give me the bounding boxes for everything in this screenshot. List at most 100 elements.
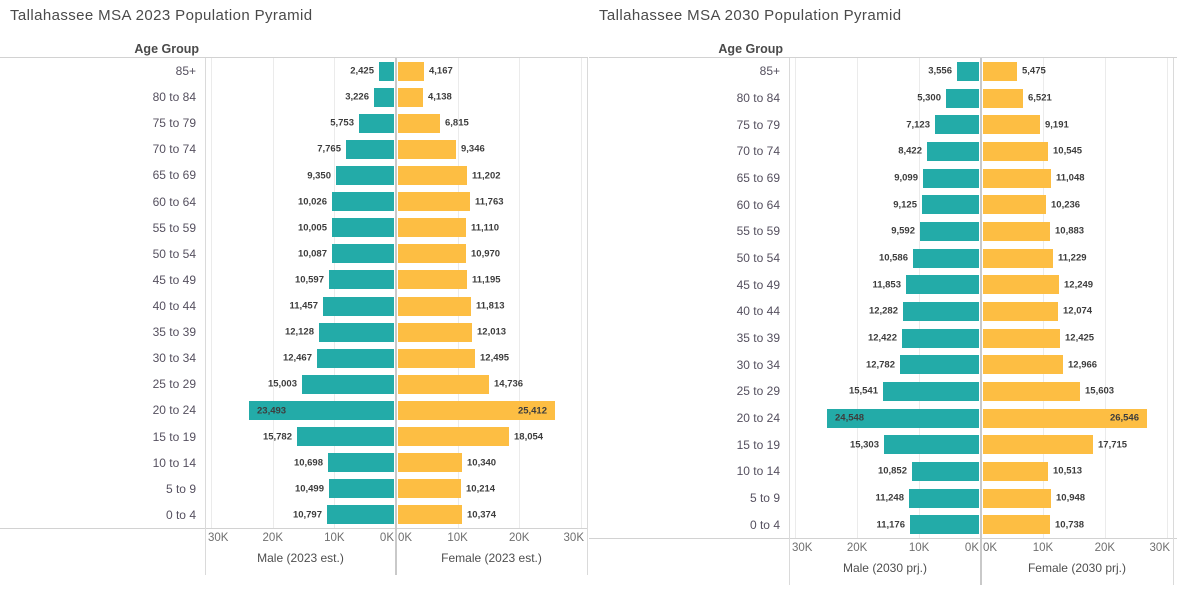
female-bar[interactable] — [398, 87, 423, 107]
male-bar[interactable] — [379, 61, 394, 81]
female-bar[interactable] — [398, 401, 555, 420]
male-bar[interactable] — [332, 192, 394, 212]
male-bar[interactable] — [900, 355, 979, 375]
bar-value-label: 12,782 — [865, 359, 895, 371]
male-axis-tick-30k: 30K — [208, 532, 229, 544]
female-bar[interactable] — [398, 139, 456, 159]
center-axis-line — [980, 58, 982, 585]
male-bar[interactable] — [927, 141, 979, 161]
male-bar[interactable] — [359, 113, 394, 133]
female-bar[interactable] — [398, 505, 462, 525]
bar-value-label: 6,521 — [1028, 92, 1052, 104]
bar-value-label: 11,176 — [876, 519, 905, 531]
female-bar[interactable] — [983, 355, 1063, 375]
male-bar[interactable] — [332, 244, 394, 264]
female-bar[interactable] — [983, 461, 1048, 481]
female-bar[interactable] — [983, 195, 1046, 215]
bar-value-label: 11,048 — [1056, 172, 1085, 184]
age-group-tick-label: 25 to 29 — [736, 384, 780, 399]
chart-2030-population-pyramid: Tallahassee MSA 2030 Population Pyramid … — [589, 0, 1177, 590]
female-bar[interactable] — [398, 374, 489, 394]
male-bar[interactable] — [903, 301, 979, 321]
male-bar[interactable] — [912, 461, 979, 481]
female-bar[interactable] — [398, 61, 424, 81]
age-group-tick-label: 35 to 39 — [736, 330, 780, 345]
gridline — [919, 58, 920, 538]
bar-value-label: 12,425 — [1065, 332, 1095, 344]
female-bar[interactable] — [398, 427, 509, 447]
male-bar[interactable] — [346, 139, 394, 159]
bar-value-label: 12,422 — [867, 332, 897, 344]
female-bar[interactable] — [983, 381, 1080, 401]
male-bar[interactable] — [906, 275, 979, 295]
male-bar[interactable] — [297, 427, 394, 447]
female-bar[interactable] — [983, 328, 1060, 348]
bar-value-label: 11,763 — [475, 196, 504, 208]
female-bar[interactable] — [398, 296, 471, 316]
male-bar[interactable] — [957, 61, 979, 81]
female-bar[interactable] — [983, 488, 1051, 508]
female-bar[interactable] — [398, 244, 466, 264]
male-bar[interactable] — [374, 87, 394, 107]
male-bar[interactable] — [249, 401, 394, 420]
female-bar[interactable] — [983, 515, 1050, 535]
female-bar[interactable] — [398, 322, 472, 342]
bar-value-label: 10,026 — [297, 196, 327, 208]
male-bar[interactable] — [317, 348, 394, 368]
female-bar[interactable] — [983, 115, 1040, 135]
male-bar[interactable] — [923, 168, 979, 188]
male-bar[interactable] — [336, 166, 394, 185]
male-bar[interactable] — [327, 505, 394, 525]
male-bar[interactable] — [323, 296, 394, 316]
male-bar[interactable] — [884, 435, 979, 455]
male-bar[interactable] — [935, 115, 979, 135]
female-bar[interactable] — [983, 408, 1147, 428]
female-bar[interactable] — [398, 166, 467, 185]
age-group-tick-label: 80 to 84 — [152, 90, 196, 105]
male-bar[interactable] — [302, 374, 394, 394]
female-bar[interactable] — [398, 192, 470, 212]
plot-left-border — [205, 58, 206, 575]
female-bar[interactable] — [398, 218, 466, 238]
age-group-tick-label: 85+ — [175, 64, 196, 79]
plot-right-border — [587, 58, 588, 575]
bar-value-label: 11,853 — [872, 279, 901, 291]
male-bar[interactable] — [902, 328, 979, 348]
male-bar[interactable] — [922, 195, 979, 215]
female-bar[interactable] — [983, 435, 1093, 455]
male-bar[interactable] — [329, 479, 394, 499]
bar-value-label: 4,167 — [429, 65, 453, 77]
bar-value-label: 15,782 — [262, 431, 292, 443]
male-bar[interactable] — [909, 488, 979, 508]
female-bar[interactable] — [983, 168, 1051, 188]
male-bar[interactable] — [328, 453, 394, 473]
age-group-tick-label: 75 to 79 — [152, 116, 196, 131]
male-bar[interactable] — [910, 515, 979, 535]
female-bar[interactable] — [983, 275, 1059, 295]
male-bar[interactable] — [946, 88, 979, 108]
age-group-tick-label: 0 to 4 — [749, 517, 780, 532]
male-bar[interactable] — [319, 322, 394, 342]
male-bar[interactable] — [332, 218, 394, 238]
female-bar[interactable] — [983, 301, 1058, 321]
male-bar[interactable] — [913, 248, 979, 268]
male-bar[interactable] — [827, 408, 979, 428]
male-bar[interactable] — [883, 381, 979, 401]
female-bar[interactable] — [398, 479, 461, 499]
bar-value-label: 5,753 — [330, 117, 354, 129]
male-bar[interactable] — [920, 221, 979, 241]
female-bar[interactable] — [983, 141, 1048, 161]
female-axis-tick-0k: 0K — [983, 542, 998, 554]
female-bar[interactable] — [983, 61, 1017, 81]
female-bar[interactable] — [398, 113, 440, 133]
female-bar[interactable] — [398, 270, 467, 290]
female-axis-tick-10k: 10K — [1032, 542, 1054, 554]
bar-value-label: 10,214 — [466, 483, 496, 495]
bar-value-label: 10,852 — [877, 465, 907, 477]
female-bar[interactable] — [983, 221, 1050, 241]
male-bar[interactable] — [329, 270, 394, 290]
female-bar[interactable] — [398, 348, 475, 368]
female-bar[interactable] — [983, 248, 1053, 268]
female-bar[interactable] — [398, 453, 462, 473]
female-bar[interactable] — [983, 88, 1023, 108]
